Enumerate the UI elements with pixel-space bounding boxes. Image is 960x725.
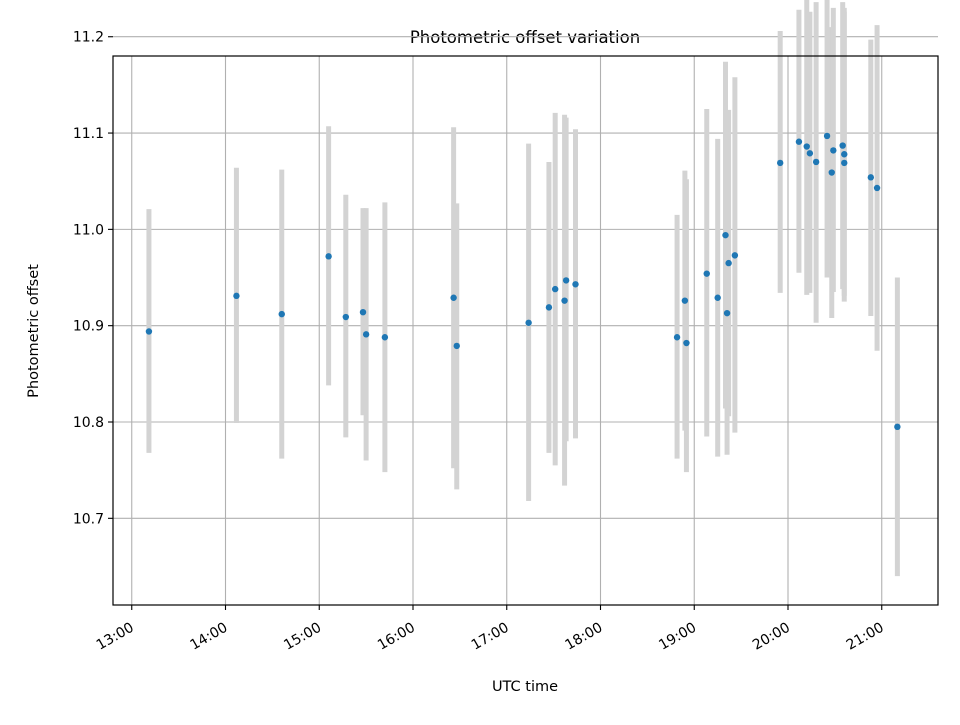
data-point [894, 423, 901, 431]
data-point [828, 169, 835, 176]
data-point [562, 277, 570, 284]
data-point [839, 142, 846, 149]
y-tick-label: 11.0 [73, 222, 104, 238]
data-point [381, 334, 389, 341]
plot-frame [112, 55, 939, 606]
data-point [722, 231, 729, 239]
grid [113, 36, 938, 605]
y-tick-label: 11.1 [73, 126, 104, 142]
data-point [525, 319, 532, 326]
data-point [867, 174, 875, 181]
data-point [841, 159, 848, 167]
y-axis-label: Photometric offset [26, 264, 42, 398]
data-point [673, 334, 681, 341]
data-point [803, 143, 810, 150]
data-point [233, 292, 240, 300]
data-point [731, 252, 739, 259]
data-point [450, 294, 457, 301]
data-point [342, 313, 350, 321]
data-point [830, 147, 837, 154]
data-point [683, 339, 690, 347]
data-points [145, 132, 901, 431]
data-point [776, 159, 784, 167]
data-point [795, 138, 803, 145]
data-point [841, 151, 848, 158]
y-tick-label: 10.7 [73, 511, 104, 527]
data-point [812, 158, 820, 166]
data-point [278, 310, 285, 318]
y-tick-label: 11.2 [73, 30, 104, 46]
data-point [725, 259, 732, 267]
data-point [714, 294, 721, 301]
data-point [551, 285, 559, 293]
data-point [325, 253, 332, 260]
y-axis-ticks: 10.7 10.8 10.9 11.0 11.1 11.2 [73, 30, 113, 527]
data-point [453, 342, 460, 350]
data-point [572, 281, 579, 288]
data-point [145, 328, 153, 335]
data-point [806, 150, 814, 157]
y-tick-label: 10.9 [73, 319, 104, 335]
chart-title: Photometric offset variation [410, 28, 640, 47]
data-point [873, 184, 881, 192]
data-point [723, 309, 731, 317]
data-point [561, 297, 568, 304]
x-axis-label: UTC time [492, 679, 558, 695]
data-point [681, 297, 689, 304]
data-point [703, 270, 710, 277]
y-tick-label: 10.8 [73, 415, 104, 431]
data-point [359, 309, 367, 316]
data-point [545, 304, 553, 311]
data-point [823, 132, 831, 140]
data-point [362, 331, 370, 338]
